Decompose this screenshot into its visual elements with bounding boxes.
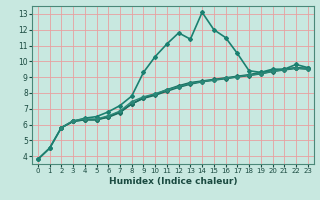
X-axis label: Humidex (Indice chaleur): Humidex (Indice chaleur) bbox=[108, 177, 237, 186]
